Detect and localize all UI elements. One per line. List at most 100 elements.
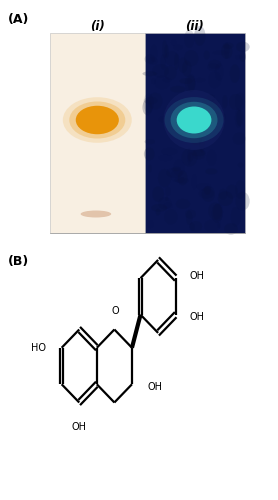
Text: (i): (i) [90,20,105,33]
Ellipse shape [167,120,177,134]
Ellipse shape [151,204,167,212]
Ellipse shape [204,115,213,123]
Ellipse shape [178,100,187,112]
Ellipse shape [211,112,226,122]
Text: HO: HO [31,343,46,353]
Ellipse shape [238,162,243,168]
Ellipse shape [221,44,232,59]
Ellipse shape [145,54,155,64]
Ellipse shape [185,75,195,92]
Ellipse shape [174,54,179,70]
Ellipse shape [188,105,194,110]
Ellipse shape [204,186,211,195]
Ellipse shape [240,52,246,62]
Ellipse shape [202,186,215,202]
Ellipse shape [177,178,189,184]
Ellipse shape [222,95,228,108]
Ellipse shape [208,60,221,68]
Ellipse shape [233,132,245,145]
Ellipse shape [165,51,179,66]
Ellipse shape [142,100,152,116]
Ellipse shape [237,110,243,126]
Ellipse shape [199,188,214,198]
Text: (A): (A) [8,12,30,26]
Ellipse shape [176,199,190,209]
Ellipse shape [188,74,195,92]
Ellipse shape [171,170,180,181]
Text: OH: OH [147,382,162,392]
Ellipse shape [194,26,205,46]
Text: OH: OH [189,270,204,280]
Ellipse shape [143,72,157,76]
Ellipse shape [155,76,170,90]
Ellipse shape [179,120,185,130]
Ellipse shape [175,176,184,183]
Ellipse shape [219,189,227,200]
Ellipse shape [236,42,250,52]
Ellipse shape [191,150,206,156]
Ellipse shape [226,184,238,198]
Ellipse shape [230,64,240,83]
Ellipse shape [207,150,217,166]
Text: O: O [111,306,119,316]
Ellipse shape [196,183,211,190]
Ellipse shape [224,223,238,234]
Ellipse shape [76,106,119,134]
Ellipse shape [158,169,171,188]
Ellipse shape [208,202,222,220]
Ellipse shape [189,104,196,124]
Ellipse shape [184,30,194,48]
Ellipse shape [235,108,242,128]
Ellipse shape [207,64,219,71]
Ellipse shape [190,223,195,231]
Ellipse shape [160,55,166,70]
Ellipse shape [148,164,152,172]
Ellipse shape [158,198,172,209]
Ellipse shape [152,64,169,78]
Ellipse shape [213,203,223,221]
Ellipse shape [177,106,211,134]
Ellipse shape [218,192,233,206]
Ellipse shape [148,92,162,110]
Ellipse shape [164,209,178,224]
Ellipse shape [187,102,191,108]
Ellipse shape [178,58,188,73]
Ellipse shape [143,94,154,112]
Ellipse shape [163,90,225,150]
Ellipse shape [165,186,171,196]
Ellipse shape [179,116,192,126]
Ellipse shape [178,170,187,186]
Ellipse shape [182,148,197,166]
Ellipse shape [165,97,224,143]
Ellipse shape [185,102,197,116]
Ellipse shape [161,148,177,155]
Ellipse shape [193,78,206,82]
Ellipse shape [210,99,219,110]
Ellipse shape [144,97,158,104]
Ellipse shape [144,148,155,160]
Ellipse shape [180,78,192,84]
Ellipse shape [182,60,192,76]
Text: OH: OH [72,422,87,432]
Ellipse shape [156,208,160,216]
Ellipse shape [235,192,250,210]
Ellipse shape [206,94,215,102]
Ellipse shape [199,134,205,152]
Ellipse shape [166,168,183,177]
Ellipse shape [162,40,167,58]
Ellipse shape [224,42,229,59]
Ellipse shape [171,102,217,138]
Ellipse shape [151,78,156,84]
Ellipse shape [69,102,125,138]
Ellipse shape [190,133,202,145]
Ellipse shape [176,108,183,121]
Ellipse shape [152,186,164,202]
Ellipse shape [188,148,191,165]
Ellipse shape [205,168,217,174]
Ellipse shape [165,44,169,59]
Ellipse shape [204,220,220,232]
Ellipse shape [235,180,245,199]
Ellipse shape [217,222,221,228]
Ellipse shape [172,166,181,172]
Ellipse shape [202,100,207,111]
